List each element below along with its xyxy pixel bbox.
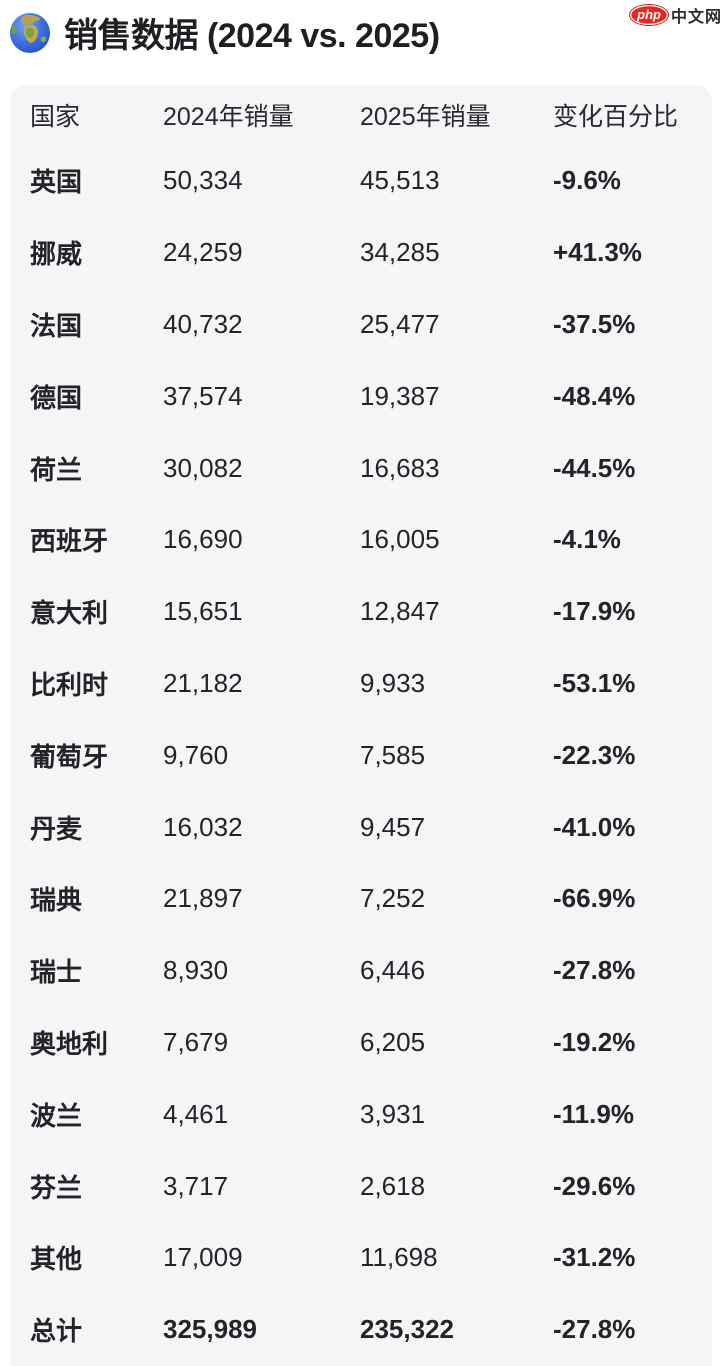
table-row: 荷兰 30,082 16,683 -44.5% (30, 432, 692, 504)
country-cell: 比利时 (30, 669, 109, 700)
country-cell: 葡萄牙 (30, 741, 109, 772)
country-cell: 总计 (30, 1316, 83, 1347)
change-cell: -31.2% (553, 1242, 636, 1273)
site-name: 中文网 (670, 9, 722, 26)
sales-2024-cell: 9,760 (163, 739, 229, 770)
sales-2025-cell: 9,457 (360, 811, 426, 842)
sales-2025-cell: 7,585 (360, 739, 426, 770)
column-header-country: 国家 (30, 103, 81, 131)
table-row: 法国 40,732 25,477 -37.5% (30, 289, 692, 361)
table-row: 德国 37,574 19,387 -48.4% (30, 360, 692, 432)
sales-2025-cell: 11,698 (360, 1242, 438, 1273)
table-row: 其他 17,009 11,698 -31.2% (30, 1222, 692, 1294)
table-total-row: 总计 325,989 235,322 -27.8% (30, 1294, 692, 1366)
change-cell: -48.4% (553, 380, 636, 411)
sales-2024-cell: 325,989 (163, 1314, 257, 1345)
country-cell: 英国 (30, 167, 83, 198)
country-cell: 德国 (30, 382, 83, 413)
table-row: 波兰 4,461 3,931 -11.9% (30, 1078, 692, 1150)
sales-2025-cell: 16,005 (360, 524, 440, 555)
sales-2025-cell: 6,205 (360, 1026, 426, 1057)
sales-2025-cell: 34,285 (360, 237, 440, 268)
country-cell: 挪威 (30, 239, 83, 270)
country-cell: 丹麦 (30, 813, 83, 844)
sales-2024-cell: 24,259 (163, 237, 243, 268)
change-cell: -4.1% (553, 524, 621, 555)
table-row: 意大利 15,651 12,847 -17.9% (30, 576, 692, 648)
sales-2024-cell: 17,009 (163, 1242, 243, 1273)
change-cell: -9.6% (553, 165, 621, 196)
sales-2025-cell: 9,933 (360, 667, 426, 698)
sales-2025-cell: 45,513 (360, 165, 440, 196)
globe-icon (10, 12, 50, 53)
change-cell: -27.8% (553, 955, 636, 986)
sales-2025-cell: 19,387 (360, 380, 440, 411)
column-header-sales-2024: 2024年销量 (163, 103, 294, 131)
change-cell: -44.5% (553, 452, 636, 483)
change-cell: -41.0% (553, 811, 636, 842)
sales-2025-cell: 6,446 (360, 955, 426, 986)
sales-2024-cell: 15,651 (163, 596, 243, 627)
sales-2025-cell: 7,252 (360, 883, 426, 914)
sales-2024-cell: 4,461 (163, 1098, 229, 1129)
table-row: 丹麦 16,032 9,457 -41.0% (30, 791, 692, 863)
sales-2024-cell: 21,182 (163, 667, 243, 698)
table-row: 芬兰 3,717 2,618 -29.6% (30, 1150, 692, 1222)
sales-2024-cell: 21,897 (163, 883, 243, 914)
country-cell: 其他 (30, 1244, 83, 1275)
sales-2025-cell: 235,322 (360, 1314, 454, 1345)
country-cell: 芬兰 (30, 1172, 83, 1203)
country-cell: 荷兰 (30, 454, 83, 485)
country-cell: 波兰 (30, 1100, 83, 1131)
table-row: 西班牙 16,690 16,005 -4.1% (30, 504, 692, 576)
table-row: 葡萄牙 9,760 7,585 -22.3% (30, 719, 692, 791)
sales-2024-cell: 16,032 (163, 811, 243, 842)
country-cell: 瑞士 (30, 957, 83, 988)
page-title: 销售数据 (2024 vs. 2025) (64, 17, 440, 55)
sales-2024-cell: 16,690 (163, 524, 243, 555)
table-row: 挪威 24,259 34,285 +41.3% (30, 217, 692, 289)
column-header-change: 变化百分比 (553, 103, 679, 131)
sales-2025-cell: 2,618 (360, 1170, 426, 1201)
page-header: 销售数据 (2024 vs. 2025) (8, 8, 440, 57)
sales-2024-cell: 30,082 (163, 452, 243, 483)
sales-2025-cell: 12,847 (360, 596, 440, 627)
sales-2024-cell: 40,732 (163, 308, 243, 339)
table-row: 比利时 21,182 9,933 -53.1% (30, 648, 692, 720)
change-cell: -37.5% (553, 308, 636, 339)
sales-2025-cell: 16,683 (360, 452, 440, 483)
table-row: 奥地利 7,679 6,205 -19.2% (30, 1007, 692, 1079)
column-header-sales-2025: 2025年销量 (360, 103, 491, 131)
country-cell: 意大利 (30, 598, 109, 629)
table-row: 瑞典 21,897 7,252 -66.9% (30, 863, 692, 935)
php-logo-badge: php (630, 5, 668, 25)
change-cell: -11.9% (553, 1098, 634, 1129)
country-cell: 法国 (30, 310, 83, 341)
change-cell: -19.2% (553, 1026, 636, 1057)
change-cell: +41.3% (553, 237, 642, 268)
sales-table: 国家 2024年销量 2025年销量 变化百分比 英国 50,334 45,513 -… (10, 85, 712, 1366)
site-watermark: php 中文网 (630, 3, 722, 27)
country-cell: 瑞典 (30, 885, 83, 916)
sales-2024-cell: 8,930 (163, 955, 229, 986)
table-body: 英国 50,334 45,513 -9.6% 挪威 24,259 34,285 +41.3% 法… (30, 145, 692, 1366)
change-cell: -17.9% (553, 596, 636, 627)
change-cell: -53.1% (553, 667, 636, 698)
sales-2025-cell: 3,931 (360, 1098, 426, 1129)
sales-2024-cell: 7,679 (163, 1026, 229, 1057)
sales-2024-cell: 37,574 (163, 380, 243, 411)
table-header-row: 国家 2024年销量 2025年销量 变化百分比 (30, 85, 692, 145)
table-row: 英国 50,334 45,513 -9.6% (30, 145, 692, 217)
country-cell: 西班牙 (30, 526, 109, 557)
change-cell: -27.8% (553, 1314, 636, 1345)
sales-2025-cell: 25,477 (360, 308, 440, 339)
change-cell: -66.9% (553, 883, 636, 914)
table-row: 瑞士 8,930 6,446 -27.8% (30, 935, 692, 1007)
change-cell: -29.6% (553, 1170, 636, 1201)
sales-2024-cell: 3,717 (163, 1170, 229, 1201)
country-cell: 奥地利 (30, 1028, 109, 1059)
sales-2024-cell: 50,334 (163, 165, 243, 196)
change-cell: -22.3% (553, 739, 636, 770)
